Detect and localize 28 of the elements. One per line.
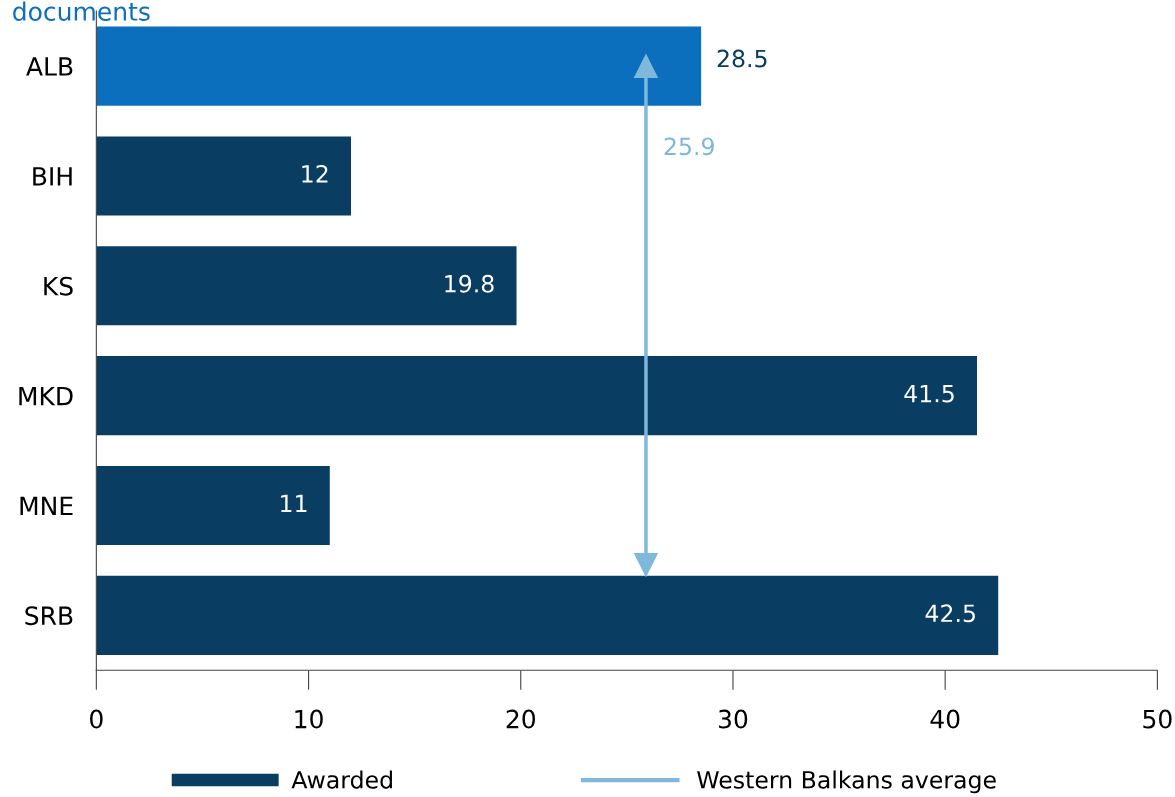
bar <box>96 246 517 326</box>
data-label: 42.5 <box>925 604 975 623</box>
data-label: 12 <box>302 164 328 183</box>
data-label: 41.5 <box>904 384 954 403</box>
data-label: 11 <box>281 494 307 513</box>
legend-label: Awarded <box>291 770 392 789</box>
x-tick-label: 30 <box>718 709 748 729</box>
data-label: 19.8 <box>445 274 494 293</box>
data-label: 28.5 <box>717 49 767 68</box>
x-tick-label: 10 <box>295 709 323 729</box>
legend-label: Western Balkans average <box>697 770 996 794</box>
chart-title: documents <box>13 1 150 21</box>
bar <box>96 26 702 106</box>
y-tick-label: BIH <box>33 167 72 186</box>
y-tick-label: KS <box>44 276 73 296</box>
bar <box>96 465 330 546</box>
x-tick-label: 20 <box>506 709 536 729</box>
x-tick-label: 50 <box>1143 709 1172 729</box>
y-tick-label: SRB <box>25 606 73 626</box>
y-tick-label: MNE <box>20 496 73 515</box>
y-tick-label: MKD <box>19 386 73 406</box>
bar <box>96 575 999 655</box>
annotation: 25.9 <box>664 137 714 156</box>
bar <box>96 356 977 436</box>
x-tick-label: 0 <box>90 709 103 729</box>
y-tick-label: ALB <box>26 57 73 76</box>
bar <box>96 136 351 216</box>
x-tick-label: 40 <box>930 709 960 729</box>
